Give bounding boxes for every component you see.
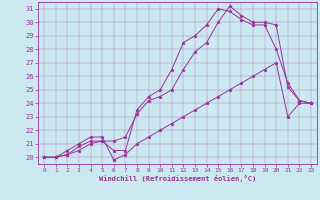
X-axis label: Windchill (Refroidissement éolien,°C): Windchill (Refroidissement éolien,°C): [99, 175, 256, 182]
